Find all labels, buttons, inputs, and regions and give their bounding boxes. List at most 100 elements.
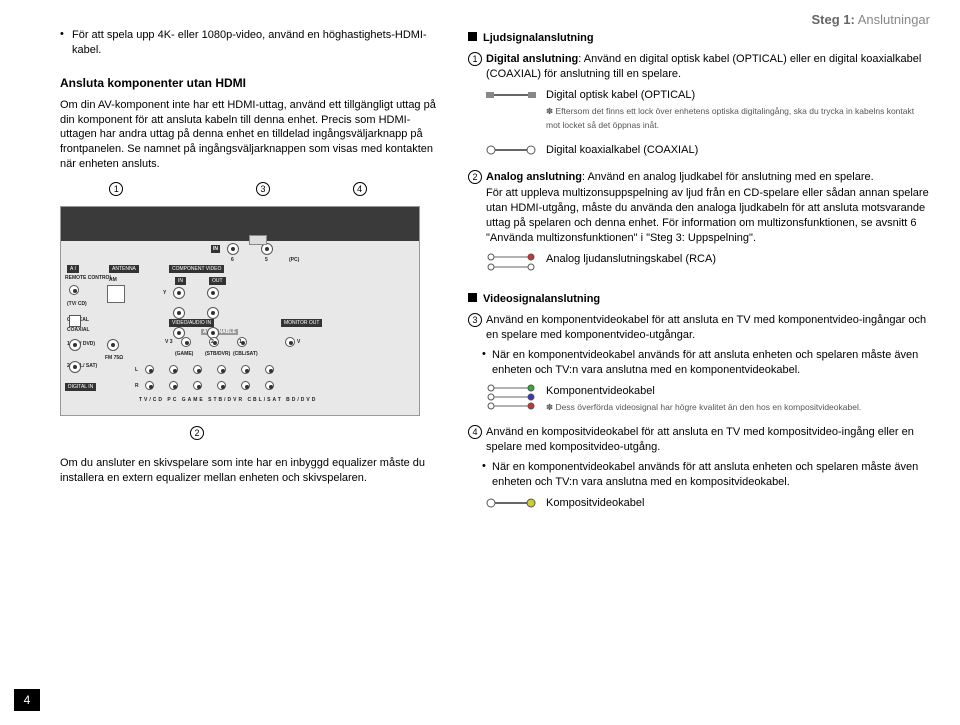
video-item-4-sub: • När en komponentvideokabel används för…	[482, 460, 930, 490]
right-column: Ljudsignalanslutning 1 Digital anslutnin…	[468, 28, 930, 523]
composite-cable-icon	[486, 496, 536, 513]
audio-item-2: 2 Analog anslutning: Använd en analog lj…	[468, 170, 930, 246]
video-item-3-sub-txt: När en komponentvideokabel används för a…	[492, 348, 930, 378]
diag-num-2-wrap: 2	[190, 426, 208, 440]
cable-component-row: Komponentvideokabel Dess överförda video…	[486, 384, 930, 415]
sub-dot: •	[482, 348, 492, 378]
section-video: Videosignalanslutning	[468, 293, 930, 305]
jack-r2	[169, 381, 178, 390]
rear-panel: IN 6 5 (PC) A I ANTENNA COMPONENT VIDEO …	[60, 206, 420, 416]
component-cable-icon	[486, 384, 536, 413]
jack-r1	[145, 381, 154, 390]
lbl-out: OUT	[209, 277, 226, 285]
lbl-y: Y	[163, 290, 166, 296]
cable-composite-text: Kompositvideokabel	[546, 496, 930, 512]
cable-optical-row: Digital optisk kabel (OPTICAL) Eftersom …	[486, 88, 930, 133]
jack-coax1	[69, 339, 81, 351]
jack-yout	[207, 287, 219, 299]
jack-l4	[217, 365, 226, 374]
audio-item-2-extra: För att uppleva multizonsuppspelning av …	[486, 186, 930, 245]
section-audio: Ljudsignalanslutning	[468, 32, 930, 44]
lbl-R: R	[135, 383, 139, 389]
step-label: Steg 1:	[811, 12, 854, 27]
video-item-3: 3 Använd en komponentvideokabel för att …	[468, 313, 930, 343]
cable-rca-text: Analog ljudanslutningskabel (RCA)	[546, 252, 930, 268]
lbl-game: (GAME)	[175, 351, 193, 357]
audio-item-2-body: Analog anslutning: Använd en analog ljud…	[486, 170, 930, 246]
usb-icon	[249, 235, 267, 245]
jack-hdmi6	[227, 243, 239, 255]
lbl-vv: V	[297, 339, 300, 345]
diag-num-1: 1	[109, 182, 123, 196]
lbl-row: TV/CD PC GAME STB/DVR CBL/SAT BD/DVD	[139, 397, 317, 403]
bullet-4k: • För att spela upp 4K- eller 1080p-vide…	[60, 28, 440, 58]
audio-item-2-bold: Analog anslutning	[486, 171, 582, 183]
cable-rca-name: Analog ljudanslutningskabel (RCA)	[546, 252, 930, 266]
jack-coax2	[69, 361, 81, 373]
coax-cable-icon	[486, 143, 536, 160]
jack-pb-out	[207, 307, 219, 319]
lbl-cblsat2: (CBL/SAT)	[233, 351, 258, 357]
cable-coax-name: Digital koaxialkabel (COAXIAL)	[546, 143, 930, 157]
audio-item-2-rest: : Använd en analog ljudkabel för anslutn…	[582, 171, 874, 183]
rca-cable-icon	[486, 252, 536, 275]
cable-component-text: Komponentvideokabel Dess överförda video…	[546, 384, 930, 415]
lbl-L: L	[135, 367, 138, 373]
step-title: Anslutningar	[858, 12, 930, 27]
jack-l6	[265, 365, 274, 374]
lbl-am: AM	[109, 277, 117, 283]
page-number: 4	[14, 689, 40, 711]
lbl-antenna: ANTENNA	[109, 265, 139, 273]
jack-yin	[173, 287, 185, 299]
video-item-4-sub-txt: När en komponentvideokabel används för a…	[492, 460, 930, 490]
lbl-compvideo: COMPONENT VIDEO	[169, 265, 224, 273]
audio-item-1-body: Digital anslutning: Använd en digital op…	[486, 52, 930, 82]
optical-cable-icon	[486, 88, 536, 105]
lbl-1: 1	[239, 339, 242, 345]
left-column: • För att spela upp 4K- eller 1080p-vide…	[60, 28, 440, 523]
num-2-icon: 2	[468, 170, 482, 184]
cable-optical-name: Digital optisk kabel (OPTICAL)	[546, 88, 930, 102]
lbl-remote: REMOTE CONTROL	[65, 275, 113, 281]
num-3-icon: 3	[468, 313, 482, 327]
content-columns: • För att spela upp 4K- eller 1080p-vide…	[60, 28, 930, 523]
bullet-dot: •	[60, 28, 72, 58]
jack-pb-in	[173, 307, 185, 319]
heading-connect-no-hdmi: Ansluta komponenter utan HDMI	[60, 76, 440, 90]
lbl-tvcd: (TV/ CD)	[67, 301, 87, 307]
cable-composite-row: Kompositvideokabel	[486, 496, 930, 513]
lbl-coaxial: COAXIAL	[67, 327, 90, 333]
diag-num-4: 4	[353, 182, 367, 196]
diag-num-2: 2	[190, 426, 204, 440]
audio-item-1: 1 Digital anslutning: Använd en digital …	[468, 52, 930, 82]
lbl-monitor: MONITOR OUT	[281, 319, 322, 327]
cable-rca-row: Analog ljudanslutningskabel (RCA)	[486, 252, 930, 275]
jack-v3	[181, 337, 191, 347]
video-item-3-sub: • När en komponentvideokabel används för…	[482, 348, 930, 378]
am-terminal	[107, 285, 125, 303]
cable-component-note: Dess överförda videosignal har högre kva…	[546, 402, 861, 412]
step-header: Steg 1: Anslutningar	[811, 12, 930, 27]
lbl-ai: A I	[67, 265, 79, 273]
jack-r3	[193, 381, 202, 390]
video-item-4-body: Använd en kompositvideokabel för att ans…	[486, 425, 930, 455]
jack-vout	[285, 337, 295, 347]
jack-l2	[169, 365, 178, 374]
cable-coax-text: Digital koaxialkabel (COAXIAL)	[546, 143, 930, 159]
jack-remote	[69, 285, 79, 295]
cable-optical-text: Digital optisk kabel (OPTICAL) Eftersom …	[546, 88, 930, 133]
lbl-pc: (PC)	[289, 257, 299, 263]
num-4-icon: 4	[468, 425, 482, 439]
num-1-icon: 1	[468, 52, 482, 66]
lbl-stbdvr: (STB/DVR)	[205, 351, 230, 357]
lbl-2: 2	[211, 339, 214, 345]
video-item-4: 4 Använd en kompositvideokabel för att a…	[468, 425, 930, 455]
cable-coax-row: Digital koaxialkabel (COAXIAL)	[486, 143, 930, 160]
lbl-6: 6	[231, 257, 234, 263]
lbl-videoaudio: VIDEO/AUDIO IN	[169, 319, 214, 327]
lbl-digitalin: DIGITAL IN	[65, 383, 96, 391]
cable-composite-name: Kompositvideokabel	[546, 496, 930, 510]
sub-dot-4: •	[482, 460, 492, 490]
lbl-v3: V 3	[165, 339, 173, 345]
para-connect-no-hdmi: Om din AV-komponent inte har ett HDMI-ut…	[60, 98, 440, 172]
